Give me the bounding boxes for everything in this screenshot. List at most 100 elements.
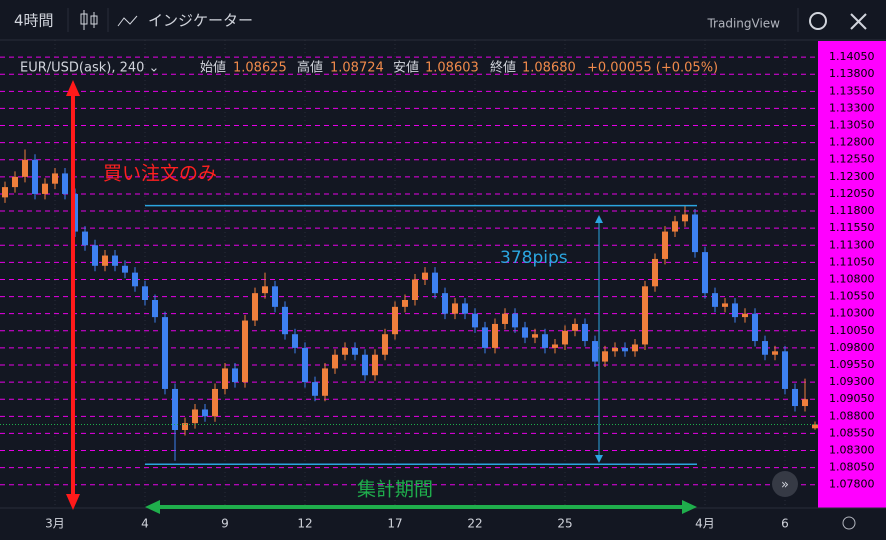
note: 378pips: [500, 248, 568, 268]
candle-icon[interactable]: [80, 10, 98, 30]
candle-body: [522, 327, 528, 338]
candle-body: [172, 388, 178, 430]
y-tick-label: 1.12800: [829, 136, 875, 149]
y-tick-label: 1.11800: [829, 204, 875, 217]
indicators-button[interactable]: インジケーター: [148, 12, 253, 30]
candle-body: [102, 255, 108, 266]
candle-body: [312, 382, 318, 396]
x-tick-label: 17: [387, 517, 402, 531]
arrow-head: [66, 494, 80, 510]
candle-body: [772, 351, 778, 355]
y-tick-label: 1.09550: [829, 358, 875, 371]
axis-settings[interactable]: [842, 516, 856, 530]
candle-body: [452, 303, 458, 314]
candle-body: [592, 341, 598, 362]
interval-button[interactable]: 4時間: [14, 12, 54, 30]
candle-body: [722, 303, 728, 307]
candle-body: [2, 187, 8, 198]
candle-body: [572, 323, 578, 331]
candle-body: [752, 313, 758, 342]
candle-body: [182, 423, 188, 430]
annotations: 買い注文のみ 378pips 集計期間: [66, 80, 697, 514]
arrow-head: [66, 80, 80, 96]
candle-body: [562, 330, 568, 345]
plot: [0, 40, 818, 508]
candle-body: [802, 399, 808, 407]
scroll-button[interactable]: [772, 471, 798, 497]
y-tick-label: 1.13300: [829, 101, 875, 114]
candle-body: [732, 303, 738, 318]
candle-body: [622, 347, 628, 352]
brand: TradingView: [706, 17, 780, 31]
candle-body: [462, 303, 468, 314]
candle-body: [642, 286, 648, 345]
y-tick-label: 1.09050: [829, 392, 875, 405]
label: 終値: [490, 60, 516, 76]
candle-body: [62, 173, 68, 194]
label: 高値: [297, 60, 323, 76]
candle-body: [222, 368, 228, 389]
scroll-icon[interactable]: »: [781, 478, 789, 493]
y-tick-label: 1.11550: [829, 221, 875, 234]
candle-body: [552, 344, 558, 348]
arrow-head: [595, 215, 603, 223]
candle-body: [672, 221, 678, 232]
change: +0.00055 (+0.05%): [587, 61, 718, 76]
candle-body: [742, 313, 748, 318]
candle-body: [412, 279, 418, 300]
candle-body: [22, 159, 28, 177]
y-tick-label: 1.09800: [829, 341, 875, 354]
y-tick-label: 1.14050: [829, 50, 875, 63]
candle-body: [352, 347, 358, 355]
candle-body: [42, 183, 48, 194]
candle-body: [472, 313, 478, 328]
candle-body: [12, 176, 18, 188]
candle-body: [542, 334, 548, 348]
candle-body: [702, 252, 708, 294]
candle-body: [792, 388, 798, 407]
x-tick-label: 22: [467, 517, 482, 531]
candle-body: [712, 293, 718, 307]
label: 安値: [393, 60, 419, 76]
candle-body: [632, 344, 638, 352]
y-tick-label: 1.13050: [829, 119, 875, 132]
x-tick-label: 9: [221, 517, 229, 531]
arrow-head: [682, 500, 697, 514]
x-tick-label: 25: [557, 517, 572, 531]
candle-body: [692, 214, 698, 253]
candle-body: [442, 293, 448, 314]
candle-body: [142, 286, 148, 300]
y-tick-label: 1.11300: [829, 238, 875, 251]
y-tick-label: 1.12300: [829, 170, 875, 183]
candle-body: [322, 368, 328, 396]
candle-body: [612, 347, 618, 352]
note: 買い注文のみ: [103, 163, 217, 185]
y-tick-label: 1.10300: [829, 307, 875, 320]
candle-body: [162, 317, 168, 389]
candle-body: [282, 306, 288, 335]
indicator-icon[interactable]: [117, 15, 138, 27]
candle-body: [82, 231, 88, 246]
x-tick-label: 12: [297, 517, 312, 531]
candle-body: [402, 300, 408, 307]
y-tick-label: 1.08050: [829, 461, 875, 474]
y-tick-label: 1.08300: [829, 444, 875, 457]
candle-body: [52, 173, 58, 184]
candle-body: [782, 351, 788, 389]
candle-body: [332, 354, 338, 369]
y-tick-label: 1.08800: [829, 409, 875, 422]
value: 1.08724: [330, 61, 384, 76]
candle-body: [32, 159, 38, 194]
y-tick-label: 1.12050: [829, 187, 875, 200]
candle-body: [132, 272, 138, 287]
arrow-head: [145, 500, 160, 514]
fullscreen-button[interactable]: [850, 13, 867, 30]
candle-body: [602, 351, 608, 362]
candle-body: [202, 409, 208, 417]
candle-body: [92, 245, 98, 266]
settings-button[interactable]: [809, 12, 827, 30]
y-tick-label: 1.10550: [829, 290, 875, 303]
candle-body: [362, 354, 368, 376]
